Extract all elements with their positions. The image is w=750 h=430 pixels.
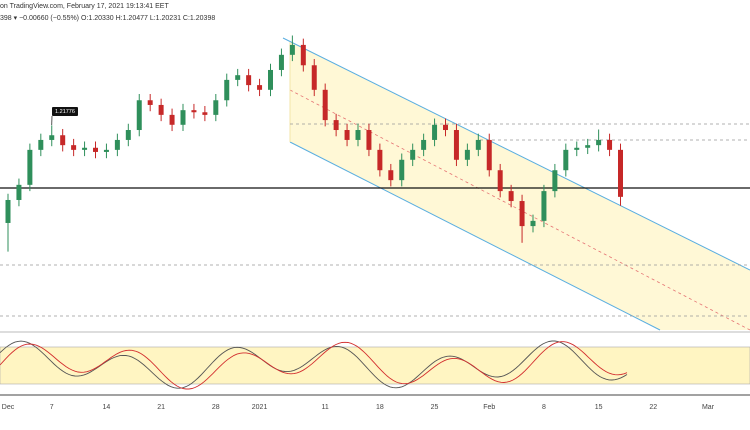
oscillator-line: [0, 341, 628, 390]
candle-body: [5, 199, 11, 223]
candle-body: [278, 54, 284, 70]
candle-body: [147, 100, 153, 105]
candle-body: [60, 135, 66, 146]
candle-body: [377, 149, 383, 171]
x-tick-label: 2021: [252, 404, 268, 411]
candle-body: [136, 100, 142, 131]
candle-body: [202, 112, 208, 115]
candle-body: [355, 130, 361, 140]
candle-body: [541, 191, 547, 221]
candle-body: [421, 139, 427, 150]
channel-upper: [282, 37, 750, 271]
channel-lower: [289, 141, 661, 331]
candle-body: [103, 149, 109, 152]
candle-body: [607, 139, 613, 150]
candle-body: [399, 159, 405, 181]
candle-body: [246, 75, 252, 86]
candle-body: [475, 139, 481, 150]
x-tick-label: 22: [649, 404, 657, 411]
x-tick-label: Mar: [702, 404, 715, 411]
candle-body: [300, 44, 306, 66]
candle-body: [191, 110, 197, 113]
candle-body: [508, 191, 514, 202]
candle-body: [268, 69, 273, 90]
candle-body: [585, 145, 591, 148]
channel-fill: [283, 38, 750, 330]
candle-body: [169, 114, 175, 125]
candle-body: [453, 130, 459, 160]
candle-body: [158, 104, 164, 115]
candle-body: [71, 145, 77, 150]
candle-body: [618, 149, 623, 197]
candle-body: [388, 170, 394, 181]
candle-body: [563, 149, 569, 171]
candle-body: [596, 139, 602, 146]
header-ohlc: 398 ▾ −0.00660 (−0.55%) O:1.20330 H:1.20…: [0, 15, 215, 22]
candle-body: [125, 130, 131, 140]
candle-body: [235, 75, 241, 80]
candle-body: [180, 110, 186, 125]
price-label-box: [52, 107, 78, 117]
x-tick-label: 7: [50, 404, 54, 411]
candle-body: [497, 170, 503, 192]
candle-body: [27, 149, 33, 185]
candle-body: [322, 89, 328, 121]
x-tick-label: 14: [103, 404, 111, 411]
x-tick-label: 11: [322, 404, 329, 411]
candle-body: [432, 124, 438, 140]
candle-body: [486, 139, 492, 171]
candle-body: [366, 130, 372, 150]
price-label: 1.21776: [55, 109, 75, 115]
candle-body: [289, 44, 295, 55]
candle-body: [82, 147, 88, 150]
x-tick-label: 8: [542, 404, 546, 411]
candle-body: [464, 149, 470, 160]
header-line: on TradingView.com, February 17, 2021 19…: [0, 3, 169, 10]
x-tick-label: 21: [157, 404, 165, 411]
candle-body: [410, 149, 416, 160]
candle-body: [38, 139, 44, 150]
candle-body: [333, 120, 339, 131]
candle-body: [311, 65, 317, 90]
candle-body: [443, 124, 448, 131]
candle-body: [519, 201, 525, 227]
x-tick-label: Feb: [483, 404, 495, 411]
oscillator-line: [0, 340, 628, 389]
candle-body: [344, 130, 350, 140]
oscillator-band: [0, 346, 750, 385]
x-tick-label: 15: [595, 404, 603, 411]
candle-body: [93, 147, 98, 152]
candle-body: [49, 135, 55, 140]
x-tick-label: 18: [376, 404, 384, 411]
x-tick-label: 25: [431, 404, 439, 411]
candle-body: [552, 170, 558, 192]
candle-body: [213, 100, 219, 115]
x-tick-label: Dec: [2, 404, 15, 411]
x-tick-label: 28: [212, 404, 220, 411]
candle-body: [574, 147, 580, 150]
candle-body: [16, 184, 22, 200]
candle-body: [114, 139, 120, 150]
candle-body: [257, 85, 263, 90]
candle-body: [224, 79, 230, 101]
candle-body: [530, 220, 536, 227]
